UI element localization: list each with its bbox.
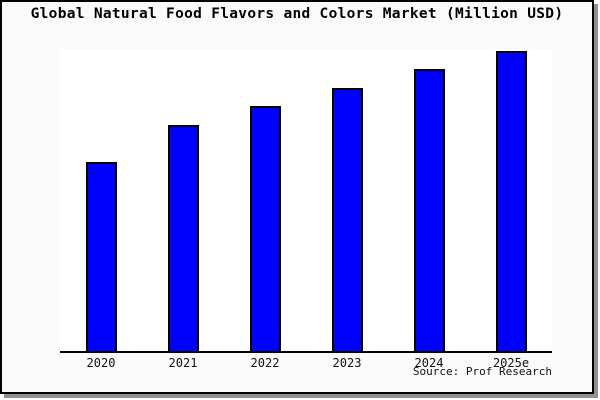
plot-area xyxy=(60,49,552,353)
bar-2023 xyxy=(331,88,363,351)
x-tick-label-2021: 2021 xyxy=(168,356,198,370)
x-tick-label-2022: 2022 xyxy=(250,356,280,370)
chart-title: Global Natural Food Flavors and Colors M… xyxy=(30,6,564,22)
x-tick-label-2023: 2023 xyxy=(332,356,362,370)
bar-slot-2021 xyxy=(142,49,224,351)
bar-slot-2023 xyxy=(306,49,388,351)
x-tick-label-2020: 2020 xyxy=(86,356,116,370)
bar-slot-2024 xyxy=(388,49,470,351)
bar-2020 xyxy=(85,162,117,351)
bar-2022 xyxy=(249,106,281,351)
x-axis-labels: 2020 2021 2022 2023 2024 2025e xyxy=(60,356,552,370)
bar-slot-2022 xyxy=(224,49,306,351)
x-tick-label-2025e: 2025e xyxy=(492,356,530,370)
bar-slot-2020 xyxy=(60,49,142,351)
bar-slot-2025e xyxy=(470,49,552,351)
bar-2025e xyxy=(495,51,527,351)
source-note: Source: Prof Research xyxy=(412,365,552,378)
x-tick-label-2024: 2024 xyxy=(414,356,444,370)
bar-2021 xyxy=(167,125,199,351)
bar-2024 xyxy=(413,69,445,351)
